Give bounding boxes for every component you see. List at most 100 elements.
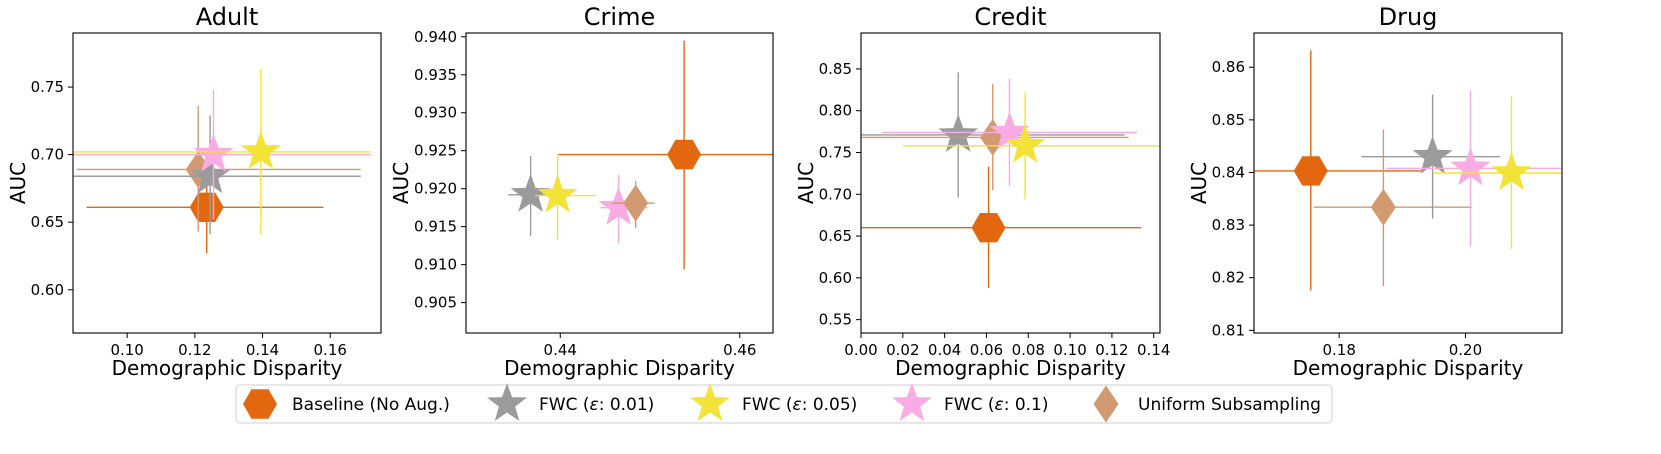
legend-label-prefix: FWC (	[742, 395, 793, 415]
y-tick-label: 0.75	[819, 143, 852, 161]
y-tick-label: 0.83	[1212, 216, 1245, 234]
legend-label-symbol: ε	[793, 395, 802, 415]
y-tick-label: 0.80	[819, 102, 852, 120]
y-tick-label: 0.86	[1212, 58, 1245, 76]
data-point	[667, 139, 702, 170]
panel-drug: Drug 0.18 0.20 0.81 0.82 0.83 0.84 0.85 0.86 Demo…	[1187, 3, 1563, 380]
axes-frame	[860, 32, 1161, 334]
legend-item: FWC (ε: 0.01)	[487, 383, 654, 421]
legend-label-text: Baseline (No Aug.)	[292, 395, 450, 415]
y-tick-label: 0.60	[819, 269, 852, 287]
legend: Baseline (No Aug.) FWC (ε: 0.01) FWC (ε: 0…	[235, 383, 1333, 424]
y-tick-label: 0.930	[414, 104, 457, 122]
legend-marker-star	[487, 383, 527, 421]
data-point	[190, 155, 230, 194]
legend-marker-diamond	[1093, 385, 1119, 423]
legend-label: FWC (ε: 0.05)	[742, 395, 857, 415]
y-tick-label: 0.60	[31, 281, 64, 299]
x-tick-label: 0.12	[1095, 341, 1128, 359]
legend-label-suffix: : 0.1)	[1004, 395, 1049, 415]
legend-label: FWC (ε: 0.1)	[944, 395, 1049, 415]
x-axis-label: Demographic Disparity	[112, 356, 343, 380]
legend-label: FWC (ε: 0.01)	[539, 395, 654, 415]
y-tick-label: 0.905	[414, 294, 457, 312]
y-tick-label: 0.940	[414, 28, 457, 46]
legend-label-prefix: FWC (	[944, 395, 995, 415]
y-tick-label: 0.55	[819, 311, 852, 329]
x-tick-label: 0.18	[1323, 341, 1356, 359]
panel-title: Crime	[584, 3, 655, 31]
axes-frame	[72, 32, 382, 334]
data-point	[510, 173, 551, 212]
legend-item: FWC (ε: 0.05)	[690, 383, 857, 421]
legend-marker-star	[690, 383, 730, 421]
legend-label-text: Uniform Subsampling	[1138, 395, 1321, 415]
plot-area	[861, 72, 1160, 288]
x-tick-label: 0.14	[246, 341, 279, 359]
x-tick-label: 0.12	[178, 341, 211, 359]
y-tick-label: 0.935	[414, 66, 457, 84]
legend-marker-hexagon	[243, 389, 277, 419]
data-point	[1293, 156, 1328, 186]
panel-title: Drug	[1379, 3, 1438, 31]
y-tick-label: 0.925	[414, 142, 457, 160]
legend-label: Uniform Subsampling	[1138, 395, 1321, 415]
panel-title: Adult	[196, 3, 259, 31]
y-axis-label: AUC	[1187, 162, 1211, 204]
y-tick-label: 0.65	[31, 213, 64, 231]
y-tick-label: 0.75	[31, 78, 64, 96]
data-point	[240, 130, 281, 169]
legend-item: FWC (ε: 0.1)	[892, 383, 1049, 421]
legend-item: Uniform Subsampling	[1093, 385, 1321, 423]
y-tick-label: 0.85	[819, 60, 852, 78]
x-tick-label: 0.02	[886, 341, 919, 359]
data-point	[989, 111, 1030, 150]
x-axis-label: Demographic Disparity	[1293, 356, 1524, 380]
data-point	[1450, 147, 1491, 186]
x-axis-label: Demographic Disparity	[504, 356, 735, 380]
x-tick-label: 0.46	[723, 341, 756, 359]
x-tick-label: 0.04	[928, 341, 961, 359]
data-point	[623, 184, 649, 222]
x-tick-label: 0.16	[314, 341, 347, 359]
legend-label-symbol: ε	[995, 395, 1004, 415]
legend-label: Baseline (No Aug.)	[292, 395, 450, 415]
data-point	[189, 192, 224, 222]
x-tick-label: 0.20	[1449, 341, 1482, 359]
legend-item: Baseline (No Aug.)	[243, 389, 450, 419]
y-tick-label: 0.82	[1212, 269, 1245, 287]
panel-adult: Adult 0.10 0.12 0.14 0.16 0.60 0.65 0.70 0.75 Dem…	[6, 3, 382, 380]
x-tick-label: 0.10	[110, 341, 143, 359]
x-tick-label: 0.00	[844, 341, 877, 359]
data-point	[1005, 124, 1046, 163]
y-tick-label: 0.70	[31, 146, 64, 164]
x-tick-label: 0.06	[970, 341, 1003, 359]
x-tick-label: 0.08	[1012, 341, 1045, 359]
plot-area	[1254, 50, 1562, 291]
y-tick-label: 0.915	[414, 218, 457, 236]
axes-frame	[1253, 32, 1563, 334]
legend-marker-star	[892, 383, 932, 421]
data-point	[971, 213, 1006, 243]
y-tick-label: 0.70	[819, 185, 852, 203]
y-tick-label: 0.85	[1212, 111, 1245, 129]
data-point	[1412, 135, 1453, 174]
data-point	[1370, 188, 1396, 226]
panel-credit: Credit 0.00 0.02 0.04 0.06 0.08 0.10 0.12 0.14 0.…	[794, 3, 1170, 380]
data-point	[537, 174, 578, 213]
x-axis-label: Demographic Disparity	[895, 356, 1126, 380]
plot-area	[508, 40, 773, 270]
legend-label-suffix: : 0.01)	[599, 395, 655, 415]
data-point	[1491, 152, 1532, 190]
y-axis-label: AUC	[794, 162, 818, 204]
y-axis-label: AUC	[6, 162, 30, 204]
legend-label-symbol: ε	[590, 395, 599, 415]
x-tick-label: 0.44	[544, 341, 577, 359]
legend-label-prefix: FWC (	[539, 395, 590, 415]
panel-crime: Crime 0.44 0.46 0.905 0.910 0.915 0.920 0.925 0.…	[389, 3, 774, 380]
x-tick-label: 0.14	[1137, 341, 1170, 359]
y-tick-label: 0.81	[1212, 321, 1245, 339]
data-point	[598, 186, 639, 225]
axes-frame	[465, 32, 774, 334]
